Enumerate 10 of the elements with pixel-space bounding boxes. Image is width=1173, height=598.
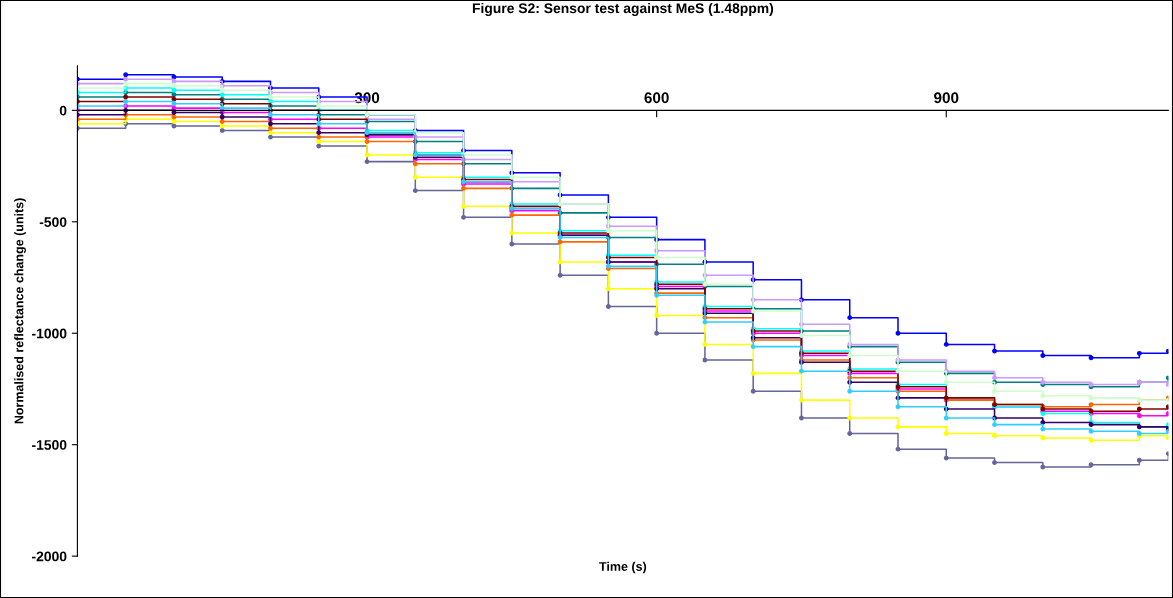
x-tick-label: 600 — [644, 92, 669, 104]
y-tick-label: -1500 — [32, 440, 67, 450]
y-tick-label: 0 — [59, 105, 67, 116]
y-tick-label: -500 — [39, 217, 67, 227]
chart-title: Figure S2: Sensor test against MeS (1.48ppm) — [472, 2, 774, 16]
y-tick-label: -2000 — [32, 551, 67, 562]
y-axis-title: Normalised reflectance change (units) — [14, 198, 26, 424]
x-tick-label: 900 — [934, 92, 959, 104]
y-tick-label: -1000 — [32, 328, 67, 339]
x-axis-title: Time (s) — [599, 561, 647, 574]
